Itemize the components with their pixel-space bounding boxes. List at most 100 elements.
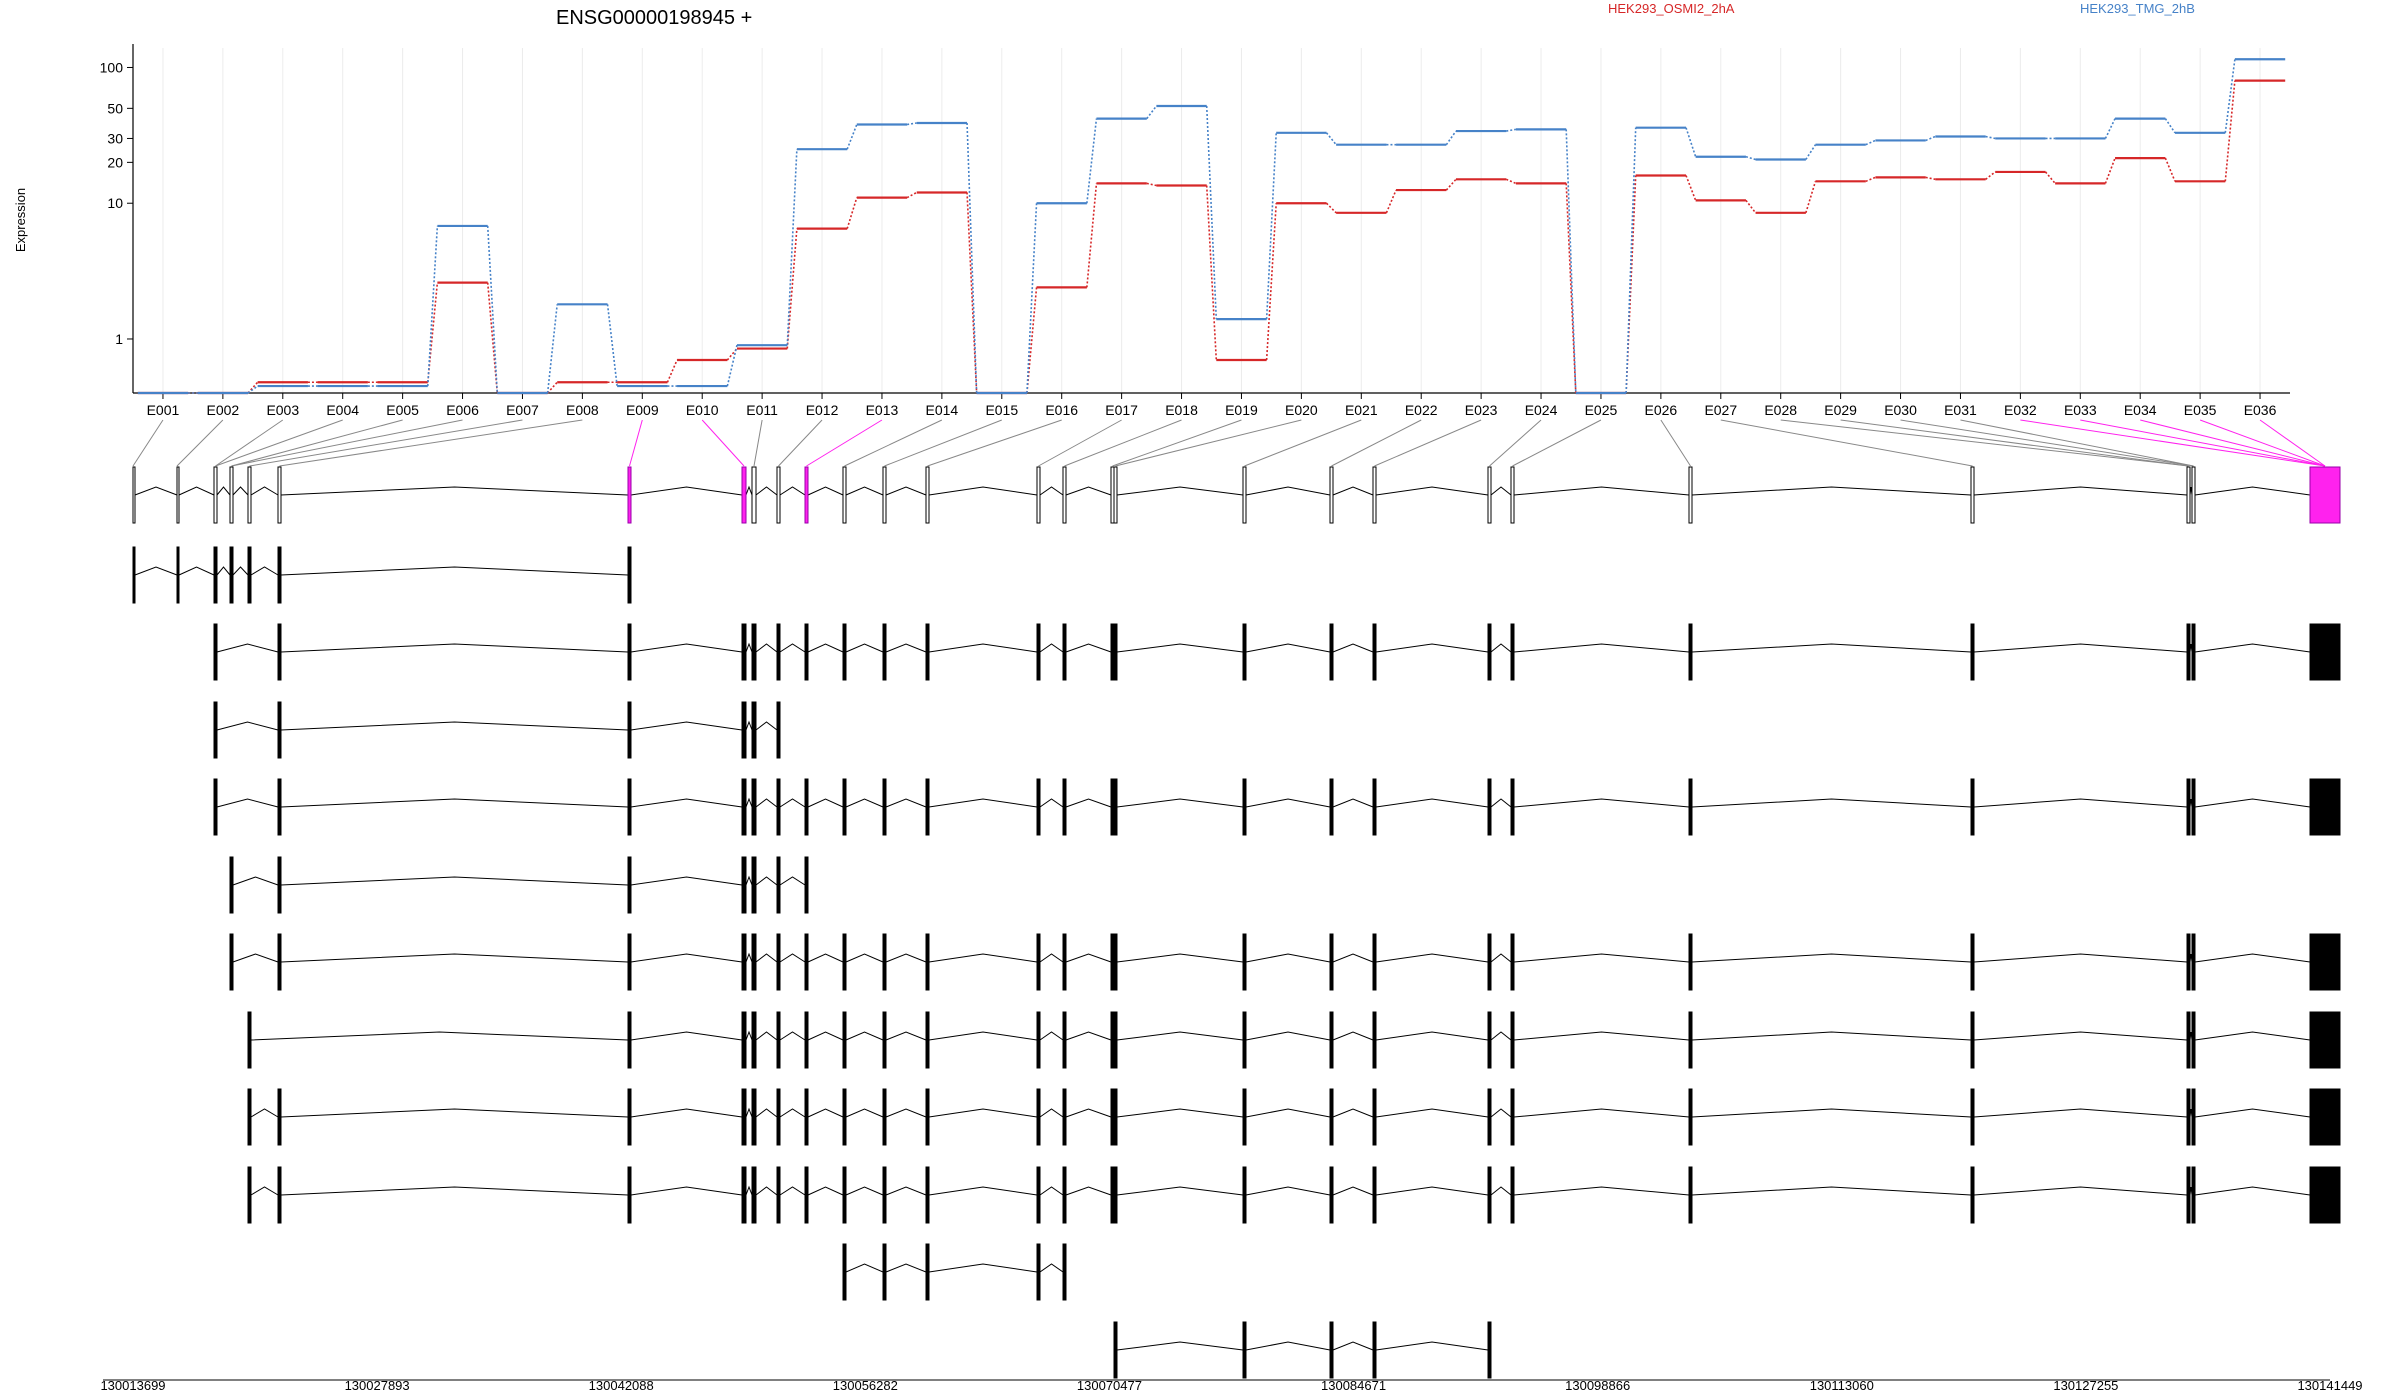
series-step <box>247 381 259 394</box>
exon-block <box>1062 623 1067 681</box>
series-HEK293_OSMI2_2hA <box>137 79 2286 395</box>
intron-line <box>630 798 743 808</box>
intron-line <box>1691 1108 1972 1118</box>
series-lines <box>137 58 2286 395</box>
intron-line <box>1513 486 1690 496</box>
exon-block <box>2191 1088 2196 1146</box>
exon-block <box>2186 778 2191 836</box>
exon-label: E024 <box>1525 402 1558 418</box>
exon-block <box>213 778 218 836</box>
intron-line <box>1973 798 2188 808</box>
intron-line <box>1065 798 1112 808</box>
exon-connector <box>806 419 883 467</box>
exon-block <box>2309 466 2341 524</box>
intron-line <box>1691 798 1972 808</box>
exon-block <box>1062 1011 1067 1069</box>
exon-block <box>2309 778 2341 836</box>
intron-line <box>1039 953 1064 963</box>
exon-block <box>2191 1166 2196 1224</box>
intron-line <box>1332 486 1374 496</box>
series-step <box>1325 202 1337 214</box>
y-tick-label: 30 <box>107 130 123 146</box>
intron-line <box>928 1186 1038 1196</box>
exon-label: E025 <box>1585 402 1618 418</box>
intron-line <box>885 486 927 496</box>
exon-label: E015 <box>985 402 1018 418</box>
intron-line <box>1245 1108 1331 1118</box>
intron-line <box>134 566 178 576</box>
exon-block <box>132 546 136 604</box>
exon-block <box>2186 1088 2191 1146</box>
intron-line <box>807 1108 844 1118</box>
genome-tick-label: 130027893 <box>345 1378 410 1390</box>
series-step <box>966 192 978 394</box>
exon-block <box>1487 1088 1492 1146</box>
intron-line <box>779 953 806 963</box>
exon-block <box>741 856 747 914</box>
exon-label: E018 <box>1165 402 1198 418</box>
intron-line <box>1245 643 1331 653</box>
series-step <box>1865 176 1876 183</box>
intron-line <box>1490 798 1512 808</box>
exon-connector <box>2199 419 2326 467</box>
exon-block <box>247 546 252 604</box>
exon-block <box>1510 778 1515 836</box>
exon-block <box>1036 933 1041 991</box>
exon-block <box>1510 1088 1515 1146</box>
exon-label: E020 <box>1285 402 1318 418</box>
exon-block <box>925 1166 930 1224</box>
transcript-track <box>213 701 781 759</box>
exon-label: E013 <box>866 402 899 418</box>
exon-label: E001 <box>147 402 180 418</box>
intron-line <box>779 1186 806 1196</box>
exon-block <box>741 1088 747 1146</box>
series-step <box>2224 59 2236 133</box>
exon-block <box>627 1166 632 1224</box>
exon-block <box>776 1088 781 1146</box>
exon-block <box>1113 623 1118 681</box>
genome-tick-label: 130113060 <box>1810 1378 1874 1390</box>
exon-block <box>776 1011 781 1069</box>
exon-block <box>1688 933 1693 991</box>
exon-block <box>776 1166 781 1224</box>
exon-label: E027 <box>1704 402 1737 418</box>
exon-connector <box>1115 419 1302 467</box>
y-axis: 100 50 30 20 10 1 <box>100 44 134 393</box>
exon-block <box>1688 1166 1693 1224</box>
intron-line <box>745 485 753 496</box>
exon-block <box>1113 1011 1118 1069</box>
intron-line <box>755 953 778 963</box>
exon-block <box>229 466 234 524</box>
series-step <box>1805 144 1817 160</box>
intron-line <box>755 798 778 808</box>
intron-line <box>928 643 1038 653</box>
y-tick-label: 10 <box>107 195 123 211</box>
exon-block <box>2309 1166 2341 1224</box>
series-step <box>1985 171 1996 180</box>
intron-line <box>745 1107 753 1118</box>
exon-block <box>804 1011 809 1069</box>
exon-block <box>882 933 887 991</box>
exon-block <box>1372 466 1377 524</box>
intron-line <box>845 798 884 808</box>
series-step <box>1625 127 1637 394</box>
intron-line <box>1490 643 1512 653</box>
intron-line <box>178 566 215 576</box>
intron-line <box>1375 1031 1489 1041</box>
exon-block <box>1329 1011 1334 1069</box>
intron-line <box>280 721 629 731</box>
exon-block <box>627 856 632 914</box>
intron-line <box>1116 1341 1244 1351</box>
exon-block <box>213 623 218 681</box>
series-step <box>2164 118 2176 134</box>
exon-block <box>1329 466 1334 524</box>
exon-block <box>1242 623 1247 681</box>
exon-connector <box>231 419 403 467</box>
exon-label: E017 <box>1105 402 1138 418</box>
exon-block <box>1510 466 1515 524</box>
exon-block <box>741 933 747 991</box>
exon-label: E010 <box>686 402 719 418</box>
series-step <box>1745 199 1757 214</box>
exon-block <box>751 856 757 914</box>
intron-line <box>745 1185 753 1196</box>
